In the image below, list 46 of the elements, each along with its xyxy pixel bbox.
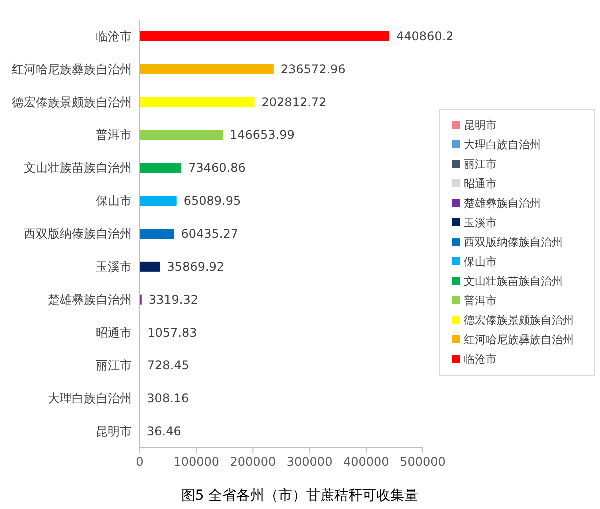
legend-label: 文山壮族苗族自治州 (464, 275, 563, 288)
data-label: 65089.95 (184, 194, 242, 208)
data-label: 236572.96 (280, 62, 346, 76)
x-tick-label: 100000 (174, 455, 220, 469)
legend-label: 保山市 (464, 256, 497, 268)
data-label: 1057.83 (148, 326, 198, 340)
legend-label: 昭通市 (464, 178, 497, 190)
y-tick-label: 楚雄彝族自治州 (48, 292, 132, 307)
data-label: 36.46 (147, 424, 182, 439)
legend-label: 玉溪市 (464, 216, 497, 230)
legend-label: 临沧市 (464, 353, 497, 366)
x-tick-label: 0 (136, 455, 144, 469)
legend-label: 楚雄彝族自治州 (464, 197, 541, 210)
y-tick-label: 红河哈尼族彝族自治州 (12, 62, 132, 76)
y-tick-label: 文山壮族苗族自治州 (24, 161, 132, 176)
legend-label: 大理白族自治州 (464, 138, 541, 152)
data-label: 202812.72 (262, 95, 327, 110)
y-tick-label: 德宏傣族景颇族自治州 (12, 95, 132, 110)
data-label: 440860.2 (396, 29, 454, 44)
legend-label: 昆明市 (464, 119, 497, 132)
legend-label: 普洱市 (464, 294, 497, 308)
y-tick-label: 昆明市 (96, 424, 132, 439)
legend-label: 红河哈尼族彝族自治州 (464, 334, 574, 346)
y-tick-label: 普洱市 (96, 128, 132, 142)
x-tick-label: 400000 (343, 455, 390, 469)
y-tick-label: 临沧市 (96, 29, 132, 44)
legend-label: 丽江市 (464, 158, 497, 171)
data-label: 73460.86 (188, 161, 246, 176)
y-tick-label: 大理白族自治州 (48, 392, 132, 406)
x-tick-label: 500000 (400, 455, 446, 469)
y-tick-label: 丽江市 (96, 358, 132, 373)
text: 图5 全省各州（市）甘蔗秸秆可收集量 (181, 488, 419, 504)
legend-label: 西双版纳傣族自治州 (464, 236, 563, 249)
y-tick-label: 西双版纳傣族自治州 (24, 227, 132, 241)
data-label: 60435.27 (181, 227, 238, 241)
data-label: 146653.99 (230, 128, 295, 142)
data-label: 3319.32 (148, 292, 199, 307)
y-tick-label: 昭通市 (96, 326, 132, 340)
data-label: 728.45 (147, 358, 190, 373)
legend-label: 德宏傣族景颇族自治州 (464, 314, 574, 327)
y-tick-label: 玉溪市 (96, 260, 132, 274)
data-label: 35869.92 (167, 260, 225, 274)
x-tick-label: 300000 (286, 455, 333, 469)
x-tick-label: 200000 (230, 455, 276, 469)
y-tick-label: 保山市 (96, 194, 132, 208)
data-label: 308.16 (147, 392, 190, 406)
